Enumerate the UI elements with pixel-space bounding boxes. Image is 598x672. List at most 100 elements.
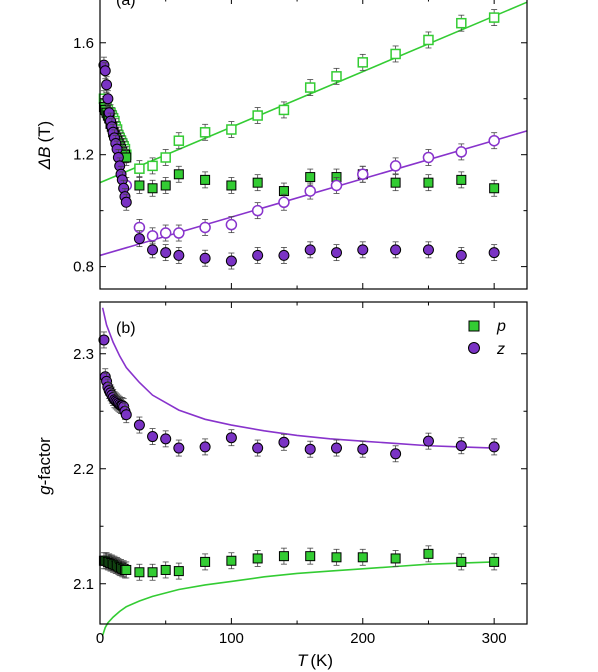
data-point-a-2-6: [225, 216, 238, 234]
data-point-a-2-8: [278, 193, 290, 211]
data-point-a-1-23: [226, 177, 237, 194]
data-point-a-3-18: [133, 230, 145, 248]
x-tick-label-200: 200: [350, 630, 375, 647]
data-point-b-0-32: [489, 553, 500, 571]
panel-label-b: (b): [116, 320, 136, 337]
x-tick-label-300: 300: [482, 630, 507, 647]
x-axis-title: T (K): [297, 651, 333, 670]
plot-frame-a: [99, 0, 528, 290]
data-point-b-0-28: [357, 548, 368, 566]
data-point-b-1-25: [278, 433, 290, 451]
data-point-a-2-5: [199, 219, 211, 236]
x-axis-symbol: T: [297, 651, 309, 670]
data-point-b-0-19: [147, 563, 158, 581]
y-tick-label-b-2: 2.3: [73, 346, 94, 363]
data-point-b-1-29: [390, 445, 402, 463]
legend-marker-p: [468, 320, 480, 332]
data-point-a-0-30: [423, 31, 434, 49]
data-point-a-0-21: [173, 132, 185, 150]
data-point-a-3-28: [357, 241, 369, 259]
data-point-a-3-21: [173, 247, 185, 264]
data-point-a-3-25: [278, 247, 290, 264]
data-point-a-1-18: [134, 177, 145, 194]
data-point-a-1-22: [200, 171, 211, 189]
data-point-a-3-17: [120, 193, 132, 211]
data-point-b-0-23: [226, 552, 237, 570]
data-point-a-0-23: [226, 121, 237, 138]
y-axis-symbol-a: ΔB: [35, 146, 54, 170]
data-point-a-1-30: [423, 174, 434, 192]
data-point-a-3-30: [422, 241, 434, 259]
data-point-b-1-22: [199, 438, 211, 456]
data-point-b-1-24: [252, 439, 264, 457]
x-tick-label-100: 100: [219, 630, 244, 647]
data-point-b-0-20: [160, 561, 171, 579]
plot-frame-b: [99, 301, 528, 625]
data-point-a-0-27: [331, 67, 342, 85]
y-axis-symbol-b: g: [35, 485, 54, 495]
data-point-b-1-18: [133, 416, 145, 434]
data-point-a-3-2: [101, 76, 113, 94]
data-point-b-0-18: [134, 563, 145, 581]
data-point-a-3-24: [252, 247, 264, 264]
data-point-b-1-17: [120, 406, 132, 424]
fit-curve-b-0: [101, 307, 495, 449]
panel-b: 0 100 200 300 2.1 2.2 2.3 (b) g-factor p z T (K…: [35, 301, 528, 670]
data-point-a-3-29: [390, 241, 402, 259]
data-point-a-1-21: [173, 165, 184, 183]
data-point-a-0-22: [199, 123, 211, 141]
data-point-a-3-3: [102, 90, 114, 108]
data-point-a-1-19: [147, 179, 158, 197]
data-point-b-1-0: [98, 331, 110, 349]
y-tick-label-a-2: 1.6: [73, 35, 94, 52]
fit-curves-b: [101, 307, 495, 636]
data-point-b-0-22: [200, 553, 211, 571]
legend-label-z: z: [496, 341, 505, 358]
data-point-a-0-26: [304, 79, 316, 96]
legend-marker-z: [468, 342, 480, 354]
data-point-a-0-24: [252, 107, 263, 124]
legend-label-p: p: [496, 318, 506, 335]
data-point-a-2-7: [251, 202, 264, 220]
data-point-b-0-27: [331, 548, 342, 566]
data-point-a-3-27: [330, 244, 342, 262]
data-point-b-0-29: [390, 550, 401, 567]
x-tick-label-0: 0: [96, 630, 104, 647]
data-point-a-0-31: [456, 14, 467, 32]
data-point-b-0-24: [252, 550, 263, 567]
data-point-b-0-21: [173, 562, 184, 580]
data-point-b-1-30: [422, 432, 434, 450]
data-point-a-2-15: [488, 132, 500, 150]
data-point-b-0-26: [305, 547, 316, 565]
data-point-b-1-19: [147, 428, 159, 445]
data-point-b-1-21: [173, 439, 185, 457]
data-point-a-2-4: [173, 224, 185, 242]
data-point-a-1-31: [456, 171, 467, 189]
y-tick-label-a-1: 1.2: [73, 147, 94, 164]
data-point-a-3-23: [225, 252, 237, 270]
data-point-b-1-28: [357, 440, 369, 458]
data-point-a-0-29: [390, 45, 401, 63]
x-axis-unit: (K): [310, 651, 333, 670]
panel-label-a: (a): [116, 0, 136, 9]
data-point-a-3-22: [199, 249, 211, 267]
data-point-b-0-17: [121, 561, 132, 579]
data-point-a-2-3: [159, 224, 172, 242]
data-point-a-3-1: [99, 62, 111, 80]
data-point-a-2-9: [304, 182, 316, 200]
data-point-b-1-32: [488, 438, 500, 456]
data-point-a-0-28: [357, 53, 369, 71]
data-point-a-0-25: [278, 101, 290, 119]
data-point-a-2-10: [330, 177, 343, 194]
y-axis-suffix-b: -factor: [35, 437, 54, 486]
data-point-a-1-32: [489, 179, 500, 197]
data-points-b: [98, 331, 500, 581]
data-point-a-3-20: [160, 244, 172, 262]
data-point-a-2-11: [357, 165, 369, 183]
data-point-a-0-32: [488, 9, 500, 26]
y-axis-unit-a: (T): [35, 121, 54, 143]
y-tick-label-b-1: 2.2: [73, 461, 94, 478]
y-axis-title-a: ΔB (T): [35, 121, 54, 170]
y-tick-label-a-0: 0.8: [73, 259, 94, 276]
